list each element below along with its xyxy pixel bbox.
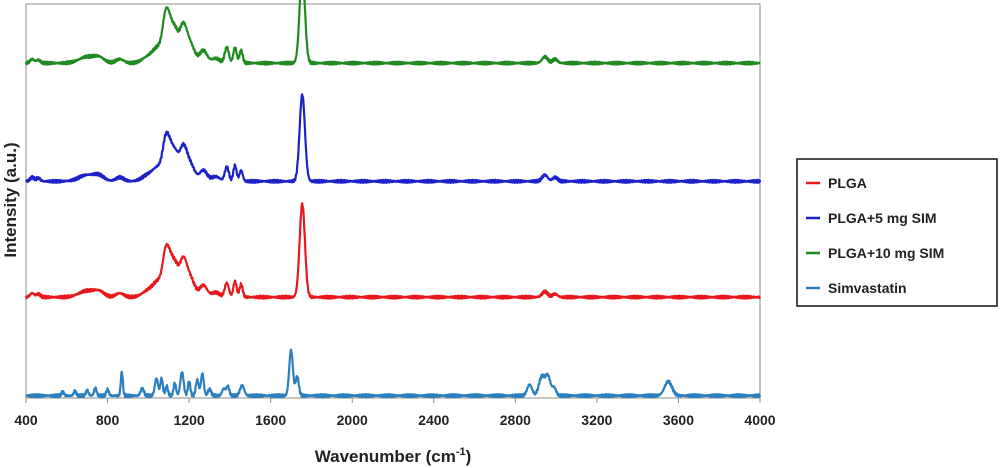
x-axis-title-main: Wavenumber (cm	[315, 447, 456, 466]
x-tick-label: 2000	[337, 412, 368, 428]
x-axis-title: Wavenumber (cm-1)	[315, 446, 472, 466]
x-tick-label: 1200	[174, 412, 205, 428]
plot-area	[25, 3, 761, 399]
x-axis-title-end: )	[466, 447, 472, 466]
y-axis-title: Intensity (a.u.)	[1, 142, 20, 257]
legend-label: Simvastatin	[828, 280, 907, 296]
x-tick-label: 3200	[581, 412, 612, 428]
x-axis-tick-labels: 400 800 1200 1600 2000 2400 2800 3200 3600 4000	[14, 412, 775, 428]
legend-items: PLGA PLGA+5 mg SIM PLGA+10 mg SIM Simvastat…	[806, 175, 944, 296]
x-tick-label: 3600	[663, 412, 694, 428]
x-tick-label: 800	[96, 412, 120, 428]
x-tick-label: 1600	[255, 412, 286, 428]
legend: PLGA PLGA+5 mg SIM PLGA+10 mg SIM Simvastat…	[796, 158, 998, 307]
legend-label: PLGA	[828, 175, 867, 191]
x-axis-title-sup: -1	[456, 446, 466, 458]
legend-label: PLGA+5 mg SIM	[828, 210, 937, 226]
series-line-plga-10-mg-sim	[24, 0, 761, 66]
series-line-simvastatin	[25, 348, 762, 399]
x-tick-label: 2800	[500, 412, 531, 428]
series-line-plga	[24, 202, 762, 300]
series-line-plga-5-mg-sim	[25, 93, 762, 184]
series-group	[24, 0, 762, 399]
x-tick-label: 400	[14, 412, 38, 428]
x-tick-label: 2400	[418, 412, 449, 428]
legend-box	[796, 158, 998, 307]
legend-label: PLGA+10 mg SIM	[828, 245, 944, 261]
x-tick-label: 4000	[744, 412, 775, 428]
x-axis-ticks	[25, 398, 761, 403]
